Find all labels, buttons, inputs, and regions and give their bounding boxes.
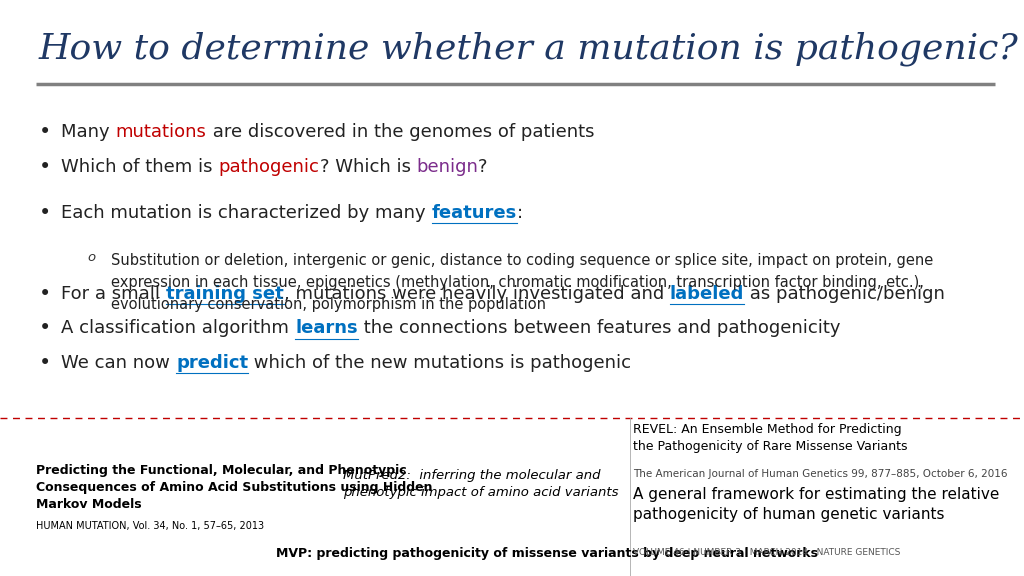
Text: A general framework for estimating the relative
pathogenicity of human genetic v: A general framework for estimating the r… xyxy=(633,487,999,521)
Text: Which of them is: Which of them is xyxy=(61,158,219,176)
Text: MVP: predicting pathogenicity of missense variants by deep neural networks: MVP: predicting pathogenicity of missens… xyxy=(276,547,818,560)
Text: Substitution or deletion, intergenic or genic, distance to coding sequence or sp: Substitution or deletion, intergenic or … xyxy=(111,253,933,268)
Text: the connections between features and pathogenicity: the connections between features and pat… xyxy=(357,319,840,338)
Text: evolutionary conservation, polymorphism in the population: evolutionary conservation, polymorphism … xyxy=(111,297,546,312)
Text: •: • xyxy=(39,203,51,223)
Text: VOLUME 46 | NUMBER 3 | MARCH 2014   NATURE GENETICS: VOLUME 46 | NUMBER 3 | MARCH 2014 NATURE… xyxy=(633,548,900,558)
Text: We can now: We can now xyxy=(61,354,176,372)
Text: MutPred2:  inferring the molecular and
phenotypic impact of amino acid variants: MutPred2: inferring the molecular and ph… xyxy=(343,469,618,499)
Text: How to determine whether a mutation is pathogenic?: How to determine whether a mutation is p… xyxy=(39,32,1019,66)
Text: HUMAN MUTATION, Vol. 34, No. 1, 57–65, 2013: HUMAN MUTATION, Vol. 34, No. 1, 57–65, 2… xyxy=(36,521,264,531)
Text: :: : xyxy=(517,204,523,222)
Text: •: • xyxy=(39,123,51,142)
Text: expression in each tissue, epigenetics (methylation, chromatic modification, tra: expression in each tissue, epigenetics (… xyxy=(111,275,924,290)
Text: Predicting the Functional, Molecular, and Phenotypic
Consequences of Amino Acid : Predicting the Functional, Molecular, an… xyxy=(36,464,432,511)
Text: The American Journal of Human Genetics 99, 877–885, October 6, 2016: The American Journal of Human Genetics 9… xyxy=(633,469,1008,479)
Text: predict: predict xyxy=(176,354,248,372)
Text: mutations: mutations xyxy=(116,123,207,142)
Text: •: • xyxy=(39,157,51,177)
Text: REVEL: An Ensemble Method for Predicting
the Pathogenicity of Rare Missense Vari: REVEL: An Ensemble Method for Predicting… xyxy=(633,423,907,453)
Text: which of the new mutations is pathogenic: which of the new mutations is pathogenic xyxy=(248,354,631,372)
Text: For a small: For a small xyxy=(61,285,166,303)
Text: , mutations were heavily investigated and: , mutations were heavily investigated an… xyxy=(284,285,670,303)
Text: pathogenic: pathogenic xyxy=(219,158,319,176)
Text: learns: learns xyxy=(295,319,357,338)
Text: are discovered in the genomes of patients: are discovered in the genomes of patient… xyxy=(207,123,594,142)
Text: •: • xyxy=(39,284,51,304)
Text: ?: ? xyxy=(478,158,487,176)
Text: •: • xyxy=(39,353,51,373)
Text: features: features xyxy=(432,204,517,222)
Text: •: • xyxy=(39,319,51,338)
Text: o: o xyxy=(87,251,95,264)
Text: as pathogenic/benign: as pathogenic/benign xyxy=(744,285,945,303)
Text: Each mutation is characterized by many: Each mutation is characterized by many xyxy=(61,204,432,222)
Text: training set: training set xyxy=(166,285,284,303)
Text: ? Which is: ? Which is xyxy=(319,158,417,176)
Text: A classification algorithm: A classification algorithm xyxy=(61,319,295,338)
Text: labeled: labeled xyxy=(670,285,744,303)
Text: benign: benign xyxy=(417,158,478,176)
Text: Many: Many xyxy=(61,123,116,142)
